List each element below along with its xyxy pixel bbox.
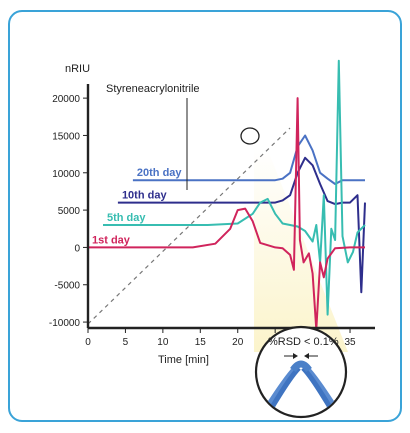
series-line-4	[132, 134, 365, 185]
rsd-label: %RSD < 0.1%	[268, 336, 339, 348]
magnifier-inset: %RSD < 0.1%	[254, 325, 348, 419]
series-layer: 1st day 5th day 10th day 20th day	[88, 59, 366, 331]
annotation-label: Styreneacrylonitrile	[106, 83, 200, 95]
series-line-1	[88, 97, 365, 331]
baseline-drift-line	[87, 127, 291, 325]
series-label-2: 5th day	[107, 212, 146, 224]
series-label-1: 1st day	[92, 234, 131, 246]
y-tick-label: 0	[74, 243, 80, 254]
x-tick-label: 15	[195, 337, 207, 348]
chromatogram-chart: 1st day 5th day 10th day 20th day 0 5 10 15 20 2…	[49, 59, 375, 419]
x-tick-label: 20	[232, 337, 244, 348]
x-tick-label: 10	[157, 337, 169, 348]
y-tick-label: 15000	[52, 131, 80, 142]
x-tick-label: 0	[85, 337, 91, 348]
series-line-2	[103, 59, 366, 316]
series-label-3: 10th day	[122, 190, 168, 202]
y-axis-label: nRIU	[65, 63, 90, 75]
y-tick-label: -5000	[54, 281, 80, 292]
x-axis-label: Time [min]	[158, 354, 209, 366]
x-tick-label: 35	[344, 337, 356, 348]
y-tick-label: 5000	[58, 206, 81, 217]
chart-card: 1st day 5th day 10th day 20th day 0 5 10 15 20 2…	[8, 10, 402, 422]
series-label-4: 20th day	[137, 167, 183, 179]
y-tick-label: 20000	[52, 94, 80, 105]
series-line-3	[117, 156, 366, 294]
y-tick-label: 10000	[52, 169, 80, 180]
x-tick-label: 5	[123, 337, 129, 348]
peak-highlight-circle	[240, 127, 260, 145]
y-tick-label: -10000	[49, 318, 81, 329]
